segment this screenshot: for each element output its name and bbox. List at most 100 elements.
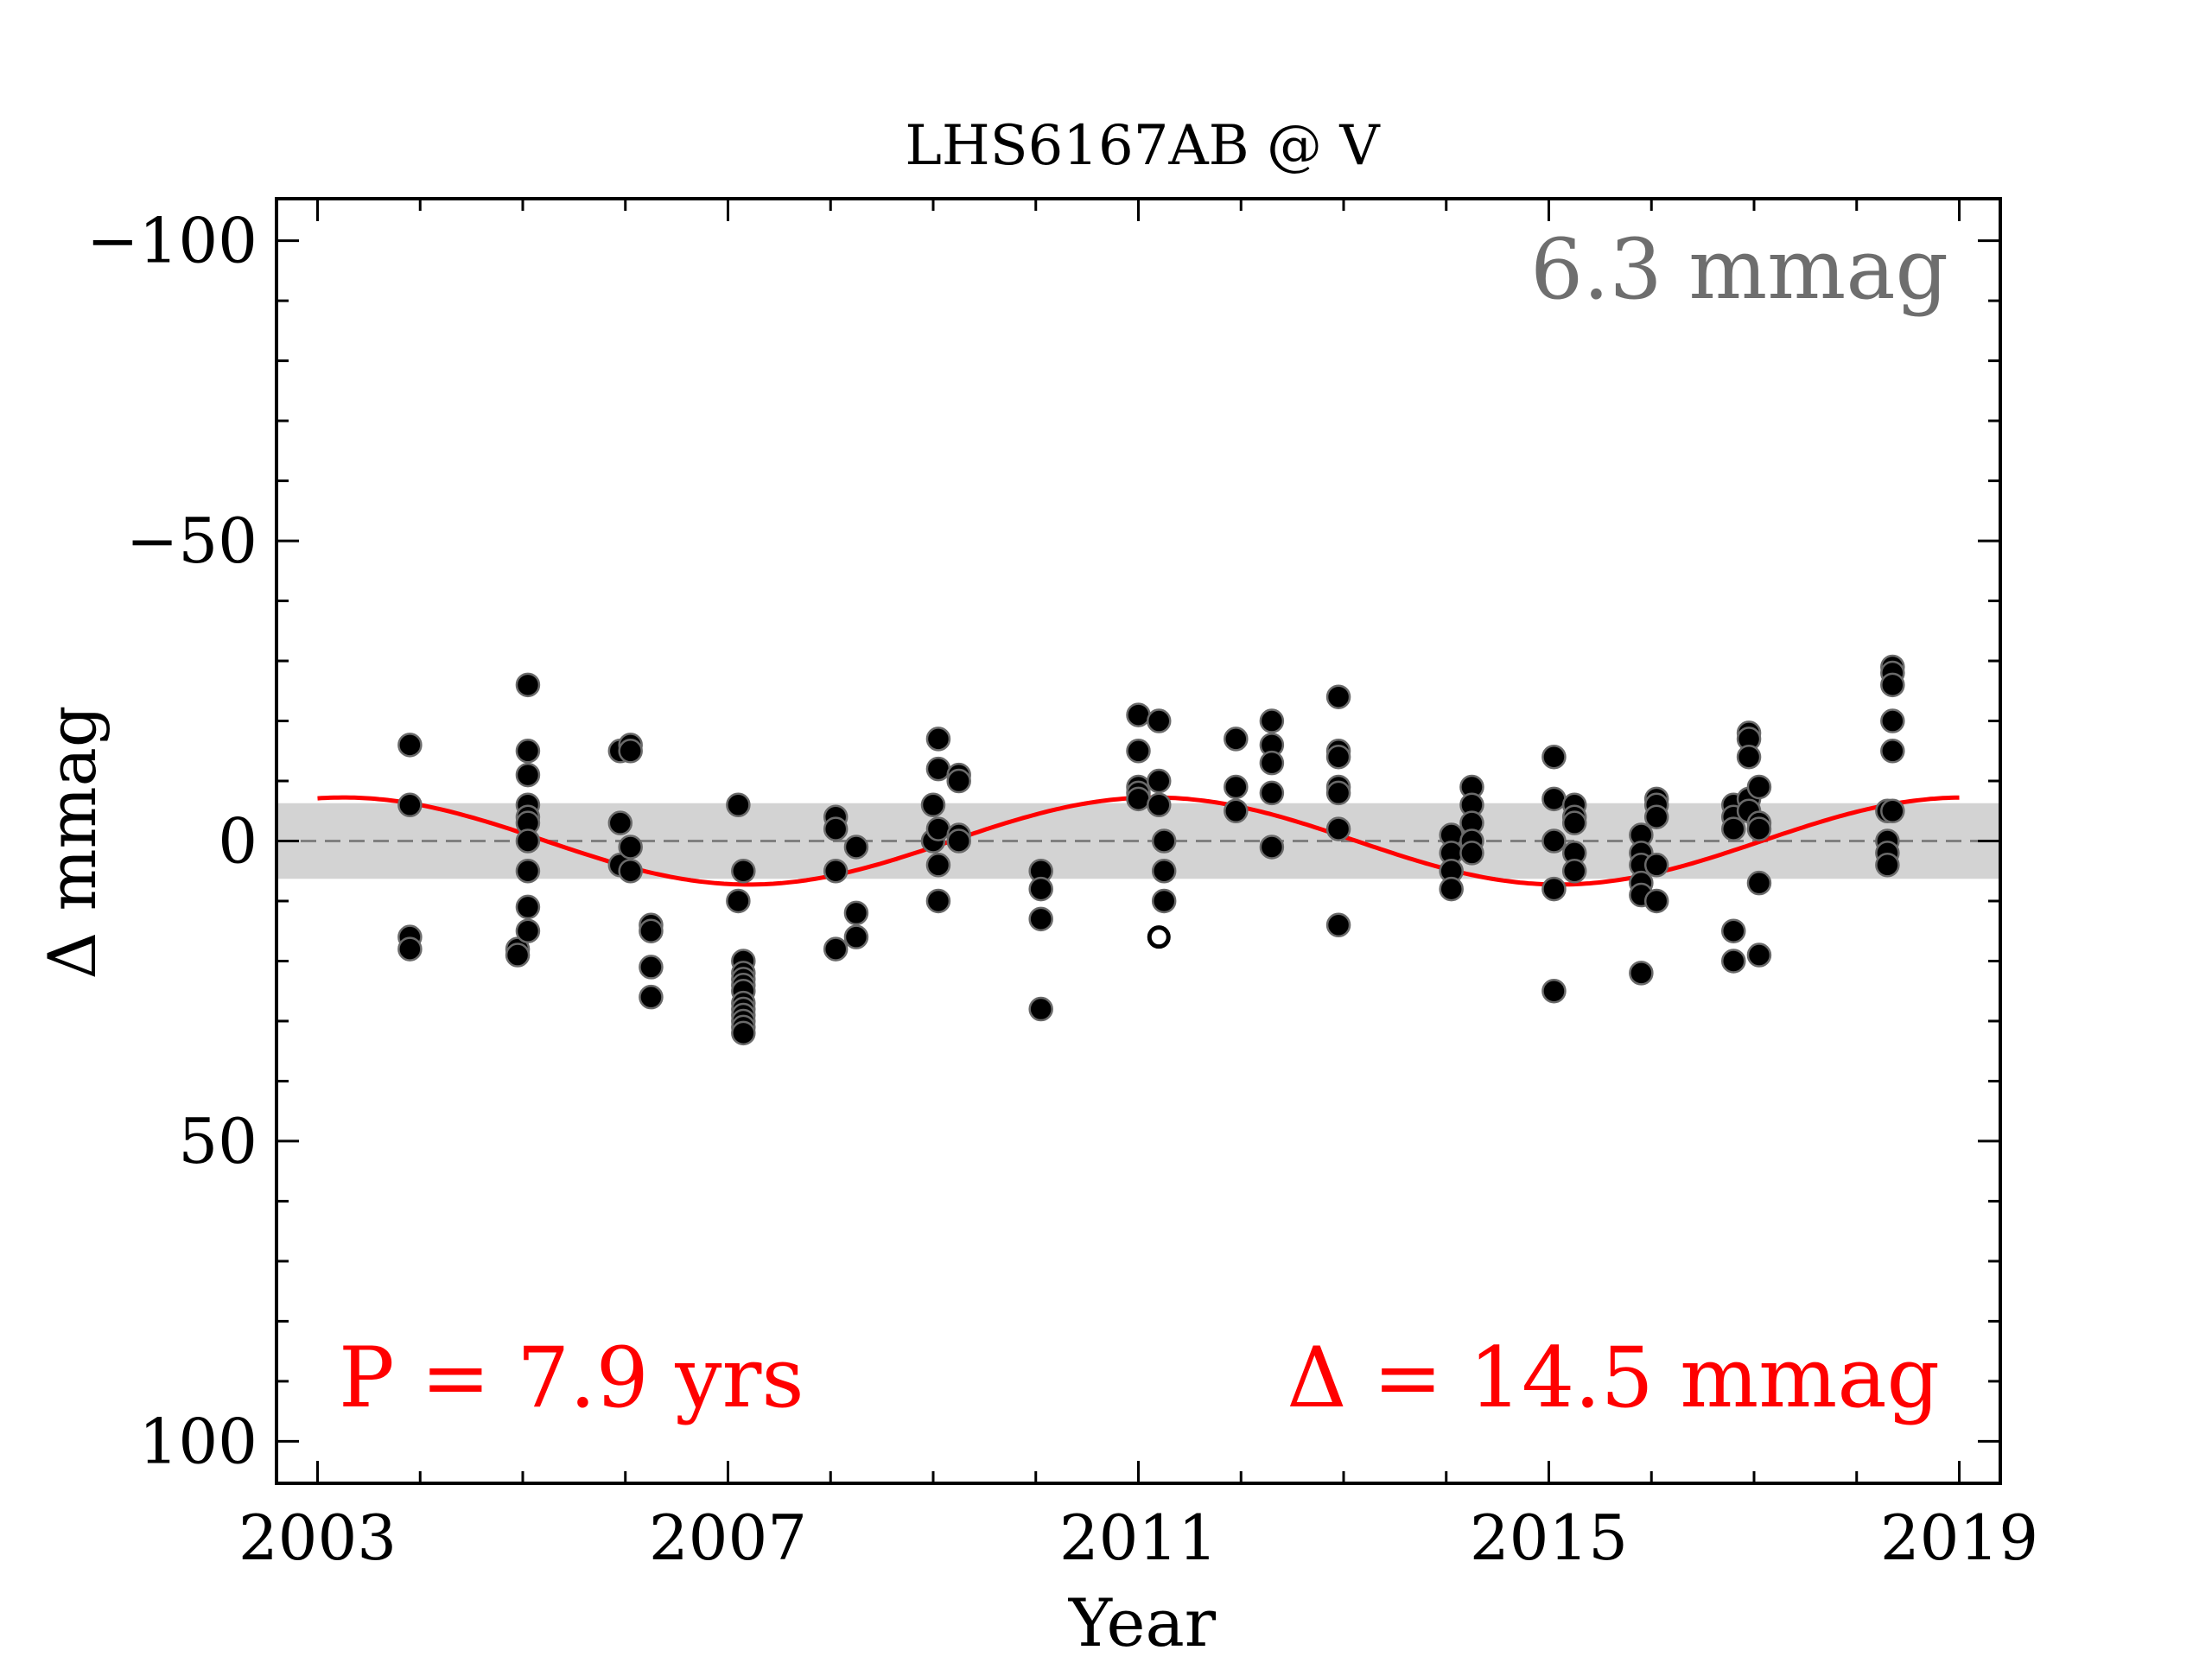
data-point (1224, 774, 1249, 800)
x-axis-ticks: 2003 2007 2011 2015 2019 (238, 199, 2038, 1574)
data-point (1880, 739, 1905, 764)
data-point (1541, 978, 1567, 1004)
y-tick-label: −50 (126, 505, 257, 577)
data-point (618, 835, 643, 860)
data-point (925, 756, 951, 782)
data-point (1459, 841, 1484, 866)
y-tick-label: 100 (139, 1405, 257, 1477)
data-point (823, 816, 849, 841)
data-point (1151, 858, 1177, 884)
x-tick-label: 2015 (1470, 1501, 1628, 1574)
data-point (1746, 870, 1772, 896)
amplitude-annotation: Δ = 14.5 mmag (1287, 1330, 1940, 1426)
data-point (1875, 853, 1900, 878)
data-point (515, 672, 541, 698)
data-point (515, 858, 541, 884)
x-tick-label: 2019 (1880, 1501, 2038, 1574)
x-tick-label: 2003 (238, 1501, 397, 1574)
data-point (823, 858, 849, 884)
data-point (1746, 774, 1772, 800)
data-point (1259, 780, 1285, 806)
data-point (726, 888, 751, 914)
data-point (1629, 961, 1654, 986)
x-tick-label: 2011 (1059, 1501, 1217, 1574)
data-point (1147, 792, 1172, 818)
y-tick-label: 0 (218, 805, 257, 878)
data-point (397, 792, 423, 818)
data-point (505, 943, 531, 968)
data-point (1325, 780, 1351, 806)
data-point (731, 1020, 756, 1046)
data-point (607, 810, 633, 835)
data-point (1126, 739, 1151, 764)
data-point (843, 924, 869, 949)
data-point (1259, 708, 1285, 733)
data-point (1541, 876, 1567, 902)
data-point (639, 984, 664, 1010)
data-point (1028, 906, 1053, 932)
data-point (1151, 888, 1177, 914)
data-point (1028, 876, 1053, 902)
data-point (1147, 708, 1172, 733)
data-point (1126, 702, 1151, 727)
data-point (639, 918, 664, 943)
data-point (1561, 810, 1587, 835)
data-point (1541, 744, 1567, 770)
x-axis-label: Year (1068, 1584, 1217, 1659)
data-point (618, 858, 643, 884)
y-axis-label: Δ mmag (34, 705, 111, 979)
outlier-point (1147, 925, 1171, 949)
y-tick-label: −100 (86, 205, 257, 277)
data-point (1439, 876, 1464, 902)
data-point (1028, 996, 1053, 1022)
data-point (1643, 804, 1669, 829)
chart-title: LHS6167AB @ V (905, 114, 1381, 178)
data-point (515, 762, 541, 788)
y-axis-ticks: −100 −50 0 50 100 (86, 205, 2000, 1477)
data-point (1643, 888, 1669, 914)
data-point (925, 816, 951, 841)
data-point (1325, 816, 1351, 841)
data-point (1259, 835, 1285, 860)
data-point (1151, 828, 1177, 854)
stddev-annotation: 6.3 mmag (1530, 221, 1948, 318)
data-point (515, 918, 541, 943)
data-point (1880, 798, 1905, 824)
data-point (1561, 858, 1587, 884)
data-point (1224, 727, 1249, 752)
data-point (618, 739, 643, 764)
data-point (1325, 744, 1351, 770)
data-point (515, 828, 541, 854)
x-tick-label: 2007 (649, 1501, 807, 1574)
data-point (1736, 744, 1762, 770)
data-point (515, 894, 541, 920)
data-point (1880, 708, 1905, 733)
data-point (1126, 786, 1151, 812)
data-point (515, 739, 541, 764)
data-point (1721, 918, 1746, 943)
data-point (1721, 816, 1746, 841)
data-point (731, 858, 756, 884)
data-point (1643, 853, 1669, 878)
data-point (946, 828, 971, 854)
data-point (397, 936, 423, 962)
data-point (397, 733, 423, 758)
data-point (925, 888, 951, 914)
data-point (823, 936, 849, 962)
data-point (843, 835, 869, 860)
data-points (397, 654, 1905, 1046)
data-point (1721, 949, 1746, 974)
data-point (1147, 768, 1172, 794)
data-point (920, 792, 946, 818)
data-point (925, 727, 951, 752)
data-point (1224, 798, 1249, 824)
data-point (1325, 912, 1351, 938)
data-point (1541, 786, 1567, 812)
data-point (1746, 816, 1772, 841)
data-point (1746, 943, 1772, 968)
data-point (726, 792, 751, 818)
data-point (639, 955, 664, 980)
data-point (1541, 828, 1567, 854)
